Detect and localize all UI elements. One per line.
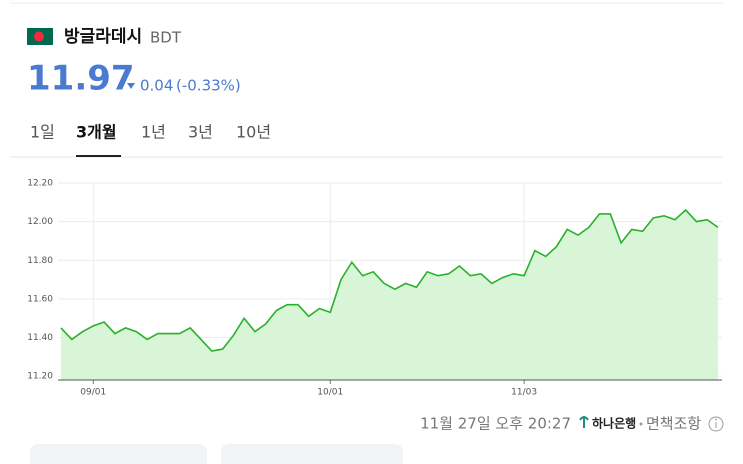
timestamp: 11월 27일 오후 20:27 bbox=[420, 415, 571, 433]
x-tick-label: 10/01 bbox=[317, 388, 343, 398]
area bbox=[61, 210, 718, 380]
tab[interactable]: 10년 bbox=[236, 123, 271, 142]
y-tick-label: 11.60 bbox=[27, 294, 53, 304]
x-tick-label: 11/03 bbox=[511, 388, 537, 398]
flag-circle bbox=[34, 31, 44, 42]
disclaimer[interactable]: 면책조항 bbox=[646, 415, 701, 433]
currency-name: 방글라데시 bbox=[64, 27, 142, 47]
source: 하나은행 bbox=[592, 416, 636, 431]
chart: 11.20 11.40 11.60 11.80 12.00 12.20 09/01 10/01… bbox=[27, 179, 722, 398]
card-placeholder bbox=[221, 444, 403, 464]
change-pct: (-0.33%) bbox=[176, 77, 241, 95]
tab[interactable]: 3년 bbox=[188, 123, 213, 142]
tabs: 1일 3개월 1년 3년 10년 bbox=[30, 123, 271, 142]
card-placeholder bbox=[30, 444, 207, 464]
change: 0.04 bbox=[140, 77, 173, 95]
info-icon[interactable] bbox=[708, 416, 724, 432]
price: 11.97 bbox=[27, 59, 135, 99]
y-tick-label: 12.00 bbox=[27, 217, 53, 227]
currency-code: BDT bbox=[150, 29, 182, 47]
y-tick-label: 11.20 bbox=[27, 372, 53, 382]
info-icon-dot bbox=[715, 418, 717, 421]
tab[interactable]: 3개월 bbox=[76, 123, 117, 142]
y-tick-label: 12.20 bbox=[27, 179, 53, 189]
down-arrow bbox=[127, 83, 135, 89]
y-tick-label: 11.40 bbox=[27, 333, 53, 343]
dot bbox=[639, 422, 643, 426]
x-tick-label: 09/01 bbox=[80, 388, 106, 398]
tab[interactable]: 1년 bbox=[141, 123, 166, 142]
bank-logo bbox=[579, 416, 589, 428]
tab[interactable]: 1일 bbox=[30, 123, 55, 142]
y-tick-label: 11.80 bbox=[27, 256, 53, 266]
line bbox=[60, 208, 719, 352]
